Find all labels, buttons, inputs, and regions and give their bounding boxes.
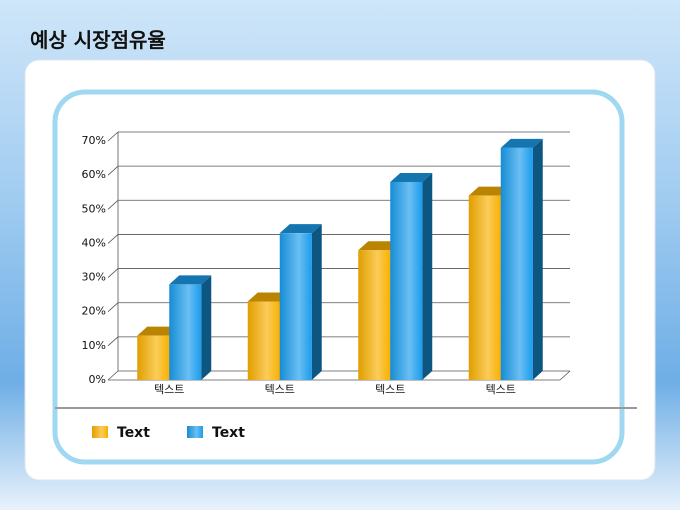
tick-mark xyxy=(107,199,119,210)
bar xyxy=(468,195,501,380)
tick-mark xyxy=(107,234,119,244)
x-tick-label: 텍스트 xyxy=(265,383,295,396)
bar xyxy=(137,335,170,380)
tick-mark xyxy=(107,131,119,142)
bar-top xyxy=(137,326,180,336)
y-tick-label: 60% xyxy=(82,168,106,181)
bar-top xyxy=(358,241,401,251)
legend: Text Text xyxy=(92,425,245,441)
legend-swatch xyxy=(187,426,203,438)
bar xyxy=(358,250,391,380)
bar-top xyxy=(500,138,543,148)
tick-mark xyxy=(107,165,119,176)
panel xyxy=(24,59,656,481)
y-tick-label: 40% xyxy=(82,236,106,249)
tick-mark xyxy=(107,302,119,313)
bar xyxy=(169,284,202,380)
bar-top xyxy=(468,186,511,196)
y-tick-label: 10% xyxy=(82,339,106,352)
y-tick-label: 30% xyxy=(82,271,106,284)
bar xyxy=(247,301,280,380)
x-tick-label: 텍스트 xyxy=(375,383,405,396)
y-tick-label: 20% xyxy=(82,305,106,318)
bar-top xyxy=(247,292,290,302)
bar-top xyxy=(390,172,433,182)
bar-top xyxy=(169,275,212,285)
legend-label: Text xyxy=(117,425,150,441)
tick-mark xyxy=(107,336,119,347)
bar-side xyxy=(201,275,212,380)
bar-top xyxy=(279,224,322,234)
y-tick-label: 70% xyxy=(82,134,106,147)
frame xyxy=(52,89,625,465)
x-tick-label: 텍스트 xyxy=(486,383,516,396)
bar xyxy=(390,181,423,380)
legend-swatch xyxy=(92,426,108,438)
slide-title: 예상 시장점유율 xyxy=(30,28,166,52)
tick-mark xyxy=(107,370,119,381)
tick-mark xyxy=(107,268,119,278)
y-tick-label: 0% xyxy=(89,373,106,386)
x-tick-label: 텍스트 xyxy=(154,383,184,396)
y-tick-label: 50% xyxy=(82,202,106,215)
bar xyxy=(279,233,312,380)
legend-label: Text xyxy=(212,425,245,441)
axis xyxy=(559,370,571,381)
bar-side xyxy=(532,138,543,380)
bar xyxy=(500,147,533,380)
bar-side xyxy=(422,172,433,380)
bar-side xyxy=(311,224,322,380)
